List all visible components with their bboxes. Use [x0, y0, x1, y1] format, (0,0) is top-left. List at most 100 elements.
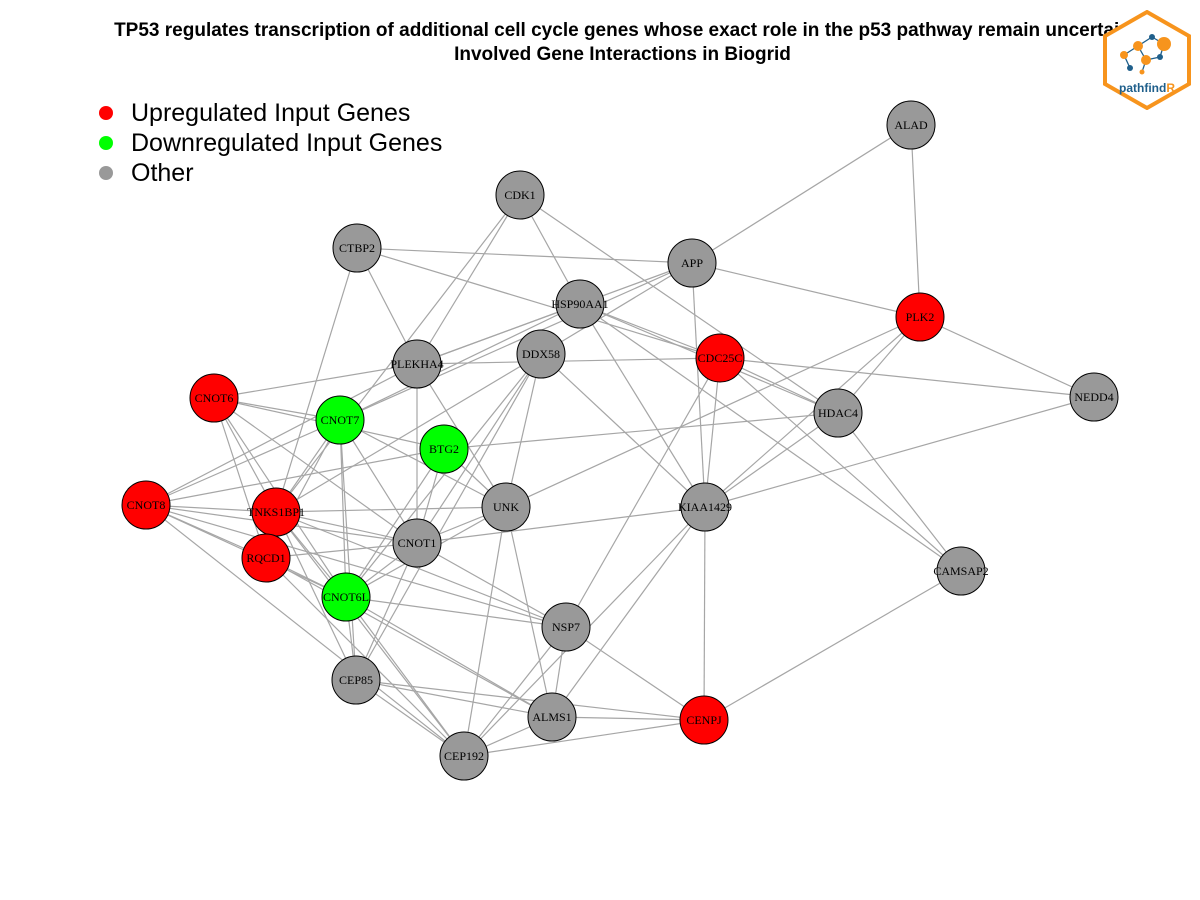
node-btg2: BTG2: [419, 424, 469, 474]
edge-plk2-unk: [505, 316, 921, 508]
edge-alad-app: [691, 124, 912, 264]
legend-item-downregulated: Downregulated Input Genes: [95, 128, 442, 158]
node-label-cep85: CEP85: [339, 673, 373, 687]
figure-title-line-2: Involved Gene Interactions in Biogrid: [454, 44, 791, 65]
edge-app-kiaa1429: [691, 262, 706, 508]
node-circle-cnot6: [189, 373, 239, 423]
node-cnot8: CNOT8: [121, 480, 171, 530]
edge-plekha4-cnot8: [145, 363, 418, 506]
node-label-app: APP: [681, 256, 703, 270]
node-label-cenpj: CENPJ: [686, 713, 722, 727]
logo-text: pathfindR: [1119, 81, 1175, 95]
node-ctbp2: CTBP2: [332, 223, 382, 273]
node-circle-cnot1: [392, 518, 442, 568]
edge-plekha4-cnot6: [213, 363, 418, 399]
edge-tnks1bp1-nsp7: [275, 511, 567, 628]
node-label-hsp90aa1: HSP90AA1: [551, 297, 608, 311]
edge-ctbp2-app: [356, 247, 693, 264]
node-nedd4: NEDD4: [1069, 372, 1119, 422]
edge-plk2-kiaa1429: [704, 316, 921, 508]
node-label-cnot6: CNOT6: [195, 391, 234, 405]
node-label-camsap2: CAMSAP2: [933, 564, 988, 578]
node-circle-alms1: [527, 692, 577, 742]
node-unk: UNK: [481, 482, 531, 532]
node-label-ddx58: DDX58: [522, 347, 560, 361]
edge-rqcd1-cep192: [265, 557, 465, 757]
node-label-btg2: BTG2: [429, 442, 459, 456]
edge-cnot7-cnot8: [145, 419, 341, 506]
legend-label-upregulated: Upregulated Input Genes: [131, 98, 411, 127]
edge-cnot7-unk: [339, 419, 507, 508]
node-label-nedd4: NEDD4: [1074, 390, 1113, 404]
edge-ddx58-cnot6l: [345, 353, 542, 598]
node-cnot7: CNOT7: [315, 395, 365, 445]
edge-cdc25c-plekha4: [416, 357, 721, 365]
edge-plk2-nedd4: [919, 316, 1095, 398]
edge-unk-tnks1bp1: [275, 506, 507, 513]
node-circle-app: [667, 238, 717, 288]
edge-cnot1-cep85: [355, 542, 418, 681]
node-label-cep192: CEP192: [444, 749, 484, 763]
edge-ddx58-kiaa1429: [540, 353, 706, 508]
pathfindr-logo: pathfindR: [1103, 10, 1191, 110]
edge-tnks1bp1-cep192: [275, 511, 465, 757]
edge-btg2-cnot6l: [345, 448, 445, 598]
node-alms1: ALMS1: [527, 692, 577, 742]
edge-ddx58-cnot1: [416, 353, 542, 544]
legend-label-downregulated: Downregulated Input Genes: [131, 128, 443, 157]
node-nsp7: NSP7: [541, 602, 591, 652]
node-cnot6: CNOT6: [189, 373, 239, 423]
edge-cnot6-cnot1: [213, 397, 418, 544]
node-hsp90aa1: HSP90AA1: [551, 279, 609, 329]
edge-hdac4-btg2: [443, 412, 839, 450]
edge-cdk1-plekha4: [416, 194, 521, 365]
edge-hsp90aa1-cdc25c: [579, 303, 721, 359]
edge-ddx58-unk: [505, 353, 542, 508]
edge-cnot8-cep192: [145, 504, 465, 757]
legend: Upregulated Input Genes Downregulated In…: [95, 98, 442, 188]
node-circle-unk: [481, 482, 531, 532]
edge-alms1-cenpj: [551, 716, 705, 721]
node-cenpj: CENPJ: [679, 695, 729, 745]
edge-btg2-cnot8: [145, 448, 445, 506]
node-cep192: CEP192: [439, 731, 489, 781]
nodes-layer: ALAD CDK1 CTBP2 APP HSP90AA1 PLK2 PLEKHA4 DDX58…: [121, 100, 1119, 781]
edges-layer: [145, 124, 1095, 757]
node-rqcd1: RQCD1: [241, 533, 291, 583]
node-circle-plk2: [895, 292, 945, 342]
node-plk2: PLK2: [895, 292, 945, 342]
node-app: APP: [667, 238, 717, 288]
edge-cdc25c-kiaa1429: [704, 357, 721, 508]
edge-hsp90aa1-plekha4: [416, 303, 581, 365]
node-cnot6l: CNOT6L: [321, 572, 371, 622]
edge-camsap2-cenpj: [703, 570, 962, 721]
legend-dot-upregulated: [99, 106, 113, 120]
node-circle-cdc25c: [695, 333, 745, 383]
legend-item-other: Other: [95, 158, 442, 188]
node-cdc25c: CDC25C: [695, 333, 745, 383]
edge-cnot6l-nsp7: [345, 596, 567, 628]
node-circle-cep85: [331, 655, 381, 705]
node-cnot1: CNOT1: [392, 518, 442, 568]
node-circle-rqcd1: [241, 533, 291, 583]
node-label-cnot6l: CNOT6L: [323, 590, 369, 604]
node-label-cnot7: CNOT7: [321, 413, 360, 427]
node-circle-cep192: [439, 731, 489, 781]
node-circle-cdk1: [495, 170, 545, 220]
node-label-tnks1bp1: TNKS1BP1: [247, 505, 305, 519]
edge-rqcd1-alms1: [265, 557, 553, 718]
node-label-rqcd1: RQCD1: [246, 551, 285, 565]
edge-alad-plk2: [910, 124, 921, 318]
node-tnks1bp1: TNKS1BP1: [247, 487, 305, 537]
edge-cdk1-hdac4: [519, 194, 839, 414]
edge-hsp90aa1-kiaa1429: [579, 303, 706, 508]
edge-cnot8-nsp7: [145, 504, 567, 628]
node-circle-ddx58: [516, 329, 566, 379]
edge-cnot1-rqcd1: [265, 542, 418, 559]
edge-hsp90aa1-camsap2: [579, 303, 962, 572]
node-circle-hsp90aa1: [555, 279, 605, 329]
node-circle-plekha4: [392, 339, 442, 389]
node-label-unk: UNK: [493, 500, 519, 514]
